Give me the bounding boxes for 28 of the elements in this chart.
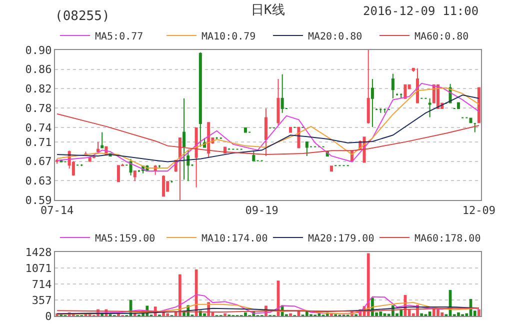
y-tick-label: 0.90 (25, 44, 52, 57)
legend-label: MA60:178.00 (414, 233, 481, 244)
y-tick-label: 357 (32, 294, 52, 307)
y-tick-label: 0.86 (25, 63, 52, 76)
y-tick-label: 714 (32, 278, 52, 291)
legend-label: MA5:0.77 (95, 31, 144, 42)
y-tick-label: 0.67 (25, 155, 52, 168)
y-tick-label: 0.82 (25, 82, 52, 96)
text: 2016-12-09 11:00 (363, 4, 479, 18)
x-tick-label: 12-09 (462, 204, 496, 218)
legend-label: MA10:174.00 (202, 233, 268, 244)
legend-label: MA20:179.00 (308, 233, 374, 244)
y-tick-label: 0.59 (25, 194, 52, 207)
legend-label: MA5:159.00 (95, 233, 156, 244)
chart-subtitle: 日K线 (251, 3, 285, 18)
y-tick-label: 0.74 (25, 121, 52, 134)
y-tick-label: 0 (45, 310, 52, 323)
y-tick-label: 0.78 (25, 102, 52, 115)
chart-title: (08255) (55, 9, 110, 24)
x-tick-label: 09-19 (245, 204, 278, 218)
y-tick-label: 0.63 (25, 174, 52, 188)
legend-label: MA20:0.80 (308, 31, 362, 42)
y-tick-label: 1428 (25, 246, 52, 259)
y-tick-label: 0.71 (25, 136, 52, 149)
legend-label: MA60:0.80 (414, 31, 469, 42)
legend-label: MA10:0.79 (202, 31, 256, 42)
y-tick-label: 1071 (25, 262, 52, 275)
x-tick-label: 07-14 (40, 204, 74, 218)
